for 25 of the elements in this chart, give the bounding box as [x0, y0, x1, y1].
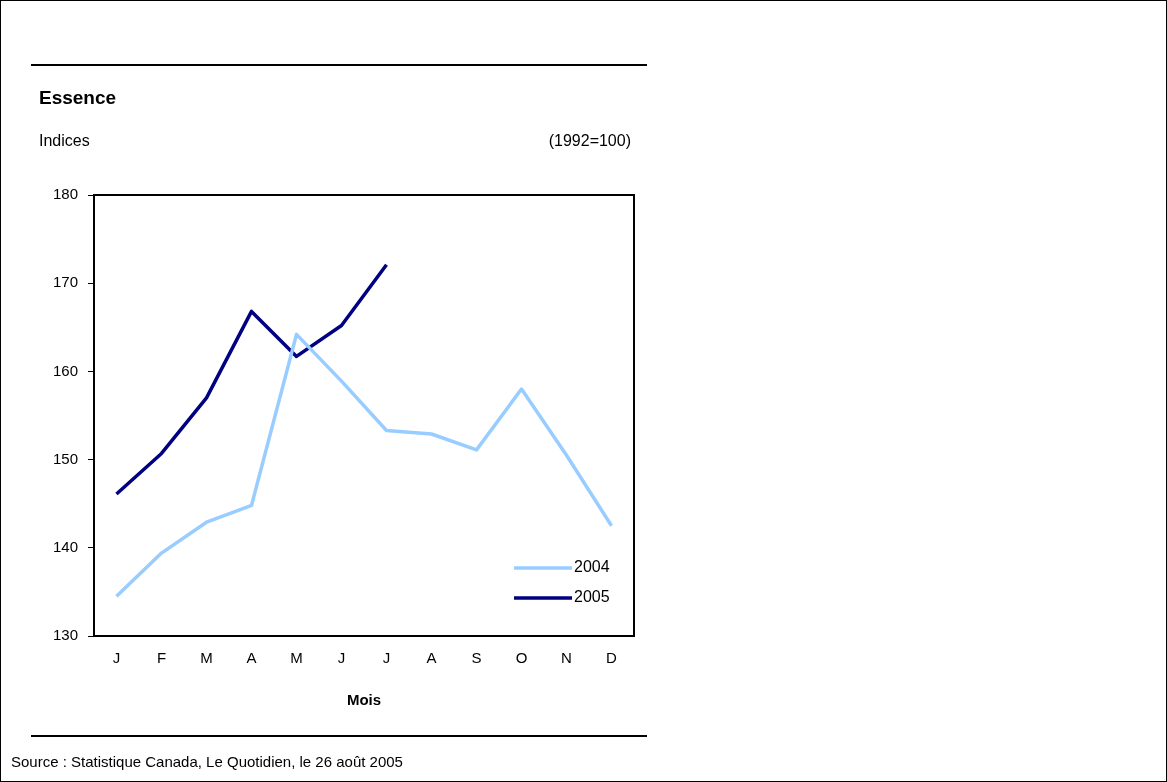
x-tick-label: O: [515, 649, 528, 667]
source-note: Source : Statistique Canada, Le Quotidien, le 26 août 2005: [11, 753, 403, 770]
x-tick-label: J: [382, 649, 391, 667]
x-tick-label: D: [606, 649, 618, 667]
x-tick-label: A: [426, 649, 437, 667]
x-tick-label: F: [156, 649, 167, 667]
x-tick-label: N: [561, 649, 572, 667]
y-tick-label: 170: [52, 273, 78, 291]
x-tick-label: M: [200, 649, 213, 667]
y-axis-title: Indices: [39, 132, 90, 150]
x-tick-label: A: [246, 649, 257, 667]
chart-title: Essence: [39, 87, 117, 109]
x-tick-label: J: [337, 649, 346, 667]
x-tick-label: M: [290, 649, 303, 667]
y-tick-label: 140: [52, 537, 78, 555]
y-tick-label: 150: [52, 449, 78, 467]
legend-label: 2005: [574, 588, 610, 606]
y-tick-label: 180: [52, 185, 78, 203]
x-tick-label: J: [112, 649, 121, 667]
x-axis-title: Mois: [345, 691, 383, 708]
legend-label: 2004: [574, 558, 610, 576]
chart-subtitle: (1992=100): [547, 132, 631, 150]
y-tick-label: 130: [52, 626, 78, 644]
y-tick-label: 160: [52, 361, 78, 379]
x-tick-label: S: [471, 649, 482, 667]
